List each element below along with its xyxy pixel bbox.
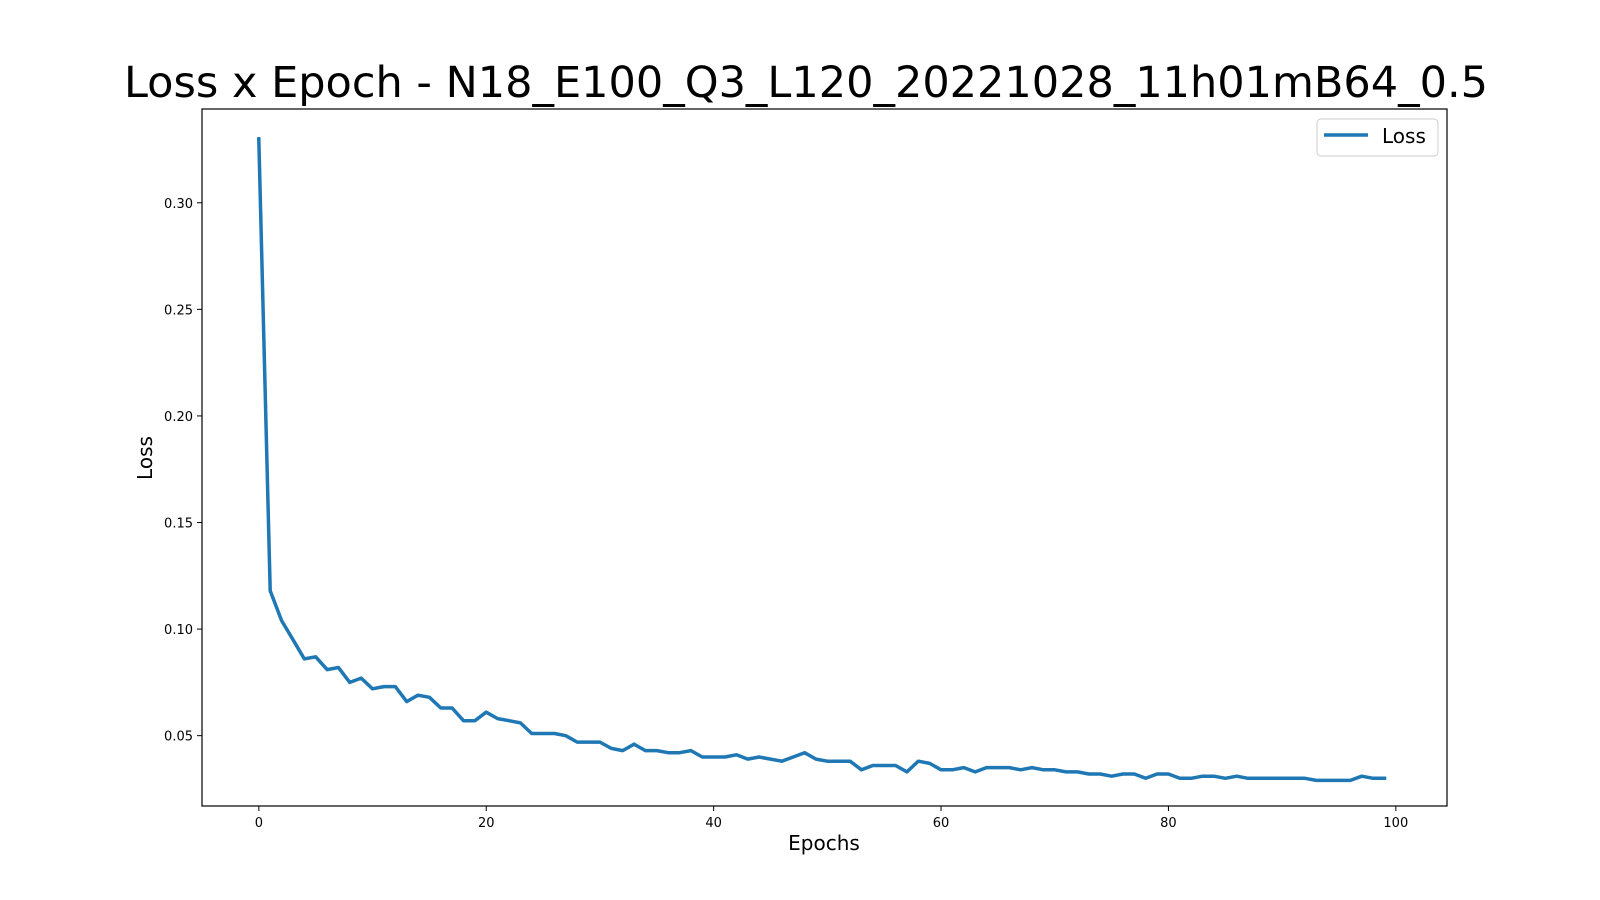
series-layer	[257, 137, 1387, 783]
y-tick-label: 0.30	[164, 197, 193, 212]
x-tick-label: 0	[255, 816, 263, 831]
x-tick-label: 20	[478, 816, 495, 831]
x-tick-label: 40	[705, 816, 722, 831]
x-tick-label: 60	[933, 816, 950, 831]
y-tick-label: 0.25	[164, 303, 193, 318]
y-tick-label: 0.05	[164, 730, 193, 745]
x-tick-label: 100	[1383, 816, 1408, 831]
y-tick-label: 0.10	[164, 623, 193, 638]
y-axis-label: Loss	[133, 436, 157, 480]
legend: Loss	[1316, 118, 1439, 157]
y-axis-ticks: 0.05 0.10 0.15 0.20 0.25 0.30	[164, 197, 202, 745]
legend-box	[1316, 118, 1439, 157]
series-line-loss	[257, 137, 1387, 783]
y-tick-label: 0.15	[164, 517, 193, 532]
x-tick-label: 80	[1160, 816, 1177, 831]
plot-area	[201, 108, 1448, 807]
y-tick-label: 0.20	[164, 410, 193, 425]
chart-title: Loss x Epoch - N18_E100_Q3_L120_20221028…	[124, 58, 1488, 108]
x-axis-label: Epochs	[788, 831, 860, 855]
x-axis-ticks: 0 20 40 60 80 100	[255, 806, 1408, 831]
legend-label-loss: Loss	[1382, 124, 1426, 148]
